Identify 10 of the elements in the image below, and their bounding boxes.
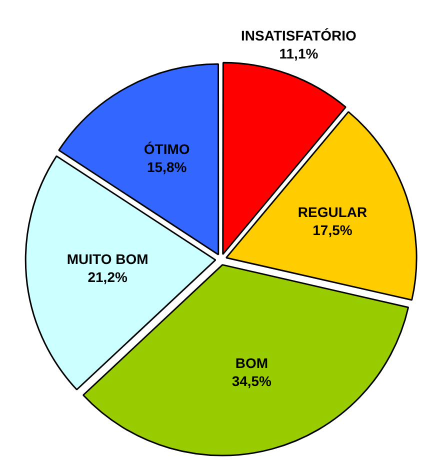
slice-label: MUITO BOM [66, 251, 148, 268]
slice-label: REGULAR [298, 204, 368, 220]
data-label: 15,8% [146, 159, 188, 176]
data-label: 34,5% [232, 372, 272, 389]
slice-label: BOM [235, 354, 268, 371]
slice-label: ÓTIMO [144, 141, 190, 158]
data-label: 17,5% [312, 222, 353, 238]
slice-label: INSATISFATÓRIO [241, 27, 357, 44]
data-label: 11,1% [279, 45, 319, 62]
data-label: 21,2% [88, 269, 128, 286]
